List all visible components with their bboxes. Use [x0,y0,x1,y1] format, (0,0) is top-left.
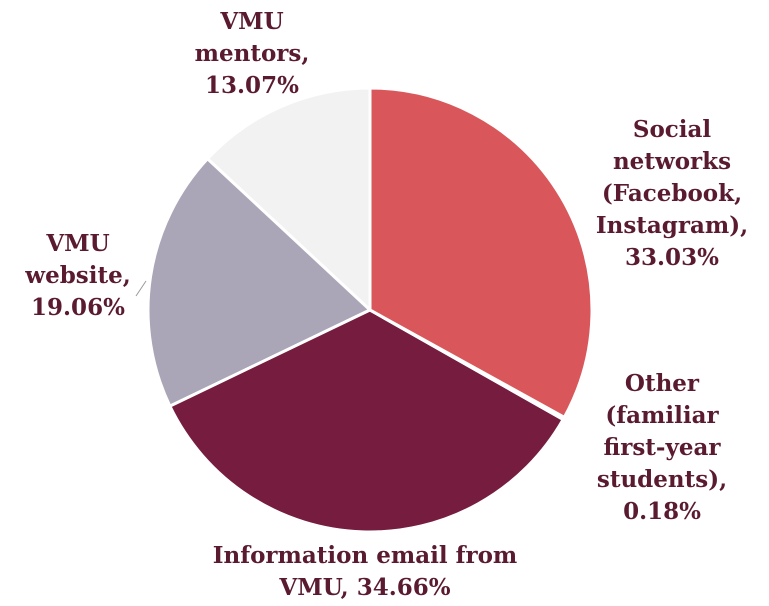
pie-slice [167,308,566,534]
slice-label: Information email from VMU, 34.66% [212,542,518,601]
slice-label: Social networks (Facebook, Instagram), 3… [595,116,749,271]
pie-slice [146,156,373,409]
slice-label: VMU mentors, 13.07% [194,8,310,99]
slice-label: VMU website, 19.06% [25,230,131,321]
pie-slice [368,86,594,420]
leader-line [135,280,147,297]
pie-slice [205,86,372,314]
slice-label: Other (familiar first-year students), 0.… [596,370,728,525]
